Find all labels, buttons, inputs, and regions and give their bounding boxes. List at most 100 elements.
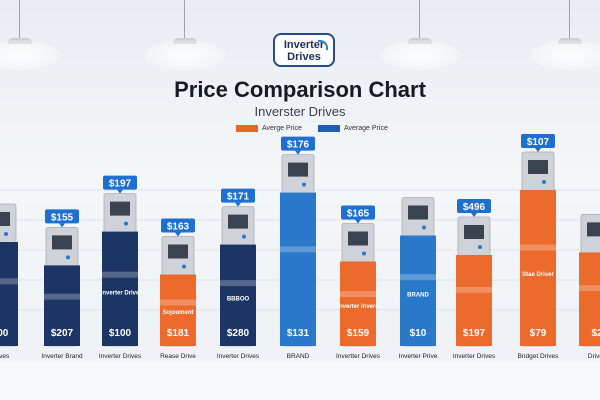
price-tag-pointer: [535, 148, 541, 152]
bar: [520, 190, 556, 346]
bar: [579, 252, 600, 346]
ceiling-lamp-3: [380, 0, 460, 70]
bar-value-label: $2: [591, 328, 600, 339]
price-tag-pointer: [175, 232, 181, 237]
bar-sub-label: BRAND: [407, 292, 429, 298]
logo-arc-icon: [318, 40, 328, 50]
category-label: Rease Drive: [160, 353, 196, 360]
price-tag-pointer: [471, 213, 477, 217]
drive-panel: [288, 162, 308, 177]
bar-value-label: $131: [287, 328, 310, 339]
ceiling-lamp-2: [145, 0, 225, 70]
bar-sub-label: Stae Driver: [522, 272, 554, 278]
drive-indicator: [362, 251, 366, 256]
bar-band: [280, 246, 316, 253]
price-tag-label: $165: [347, 209, 370, 220]
price-tag-label: $163: [167, 222, 190, 233]
drive-indicator: [242, 234, 246, 239]
bar-band: [44, 293, 80, 300]
bar-band: [520, 244, 556, 251]
bar-band: [400, 274, 436, 281]
category-label: Drives: [0, 353, 10, 360]
category-label: Inverter Drives: [453, 353, 496, 360]
chart-title: Price Comparison Chart: [174, 77, 426, 102]
drive-panel: [0, 212, 10, 226]
bar-band: [579, 285, 600, 292]
price-tag: [161, 218, 195, 233]
bar: [340, 261, 376, 346]
drive-indicator: [422, 225, 426, 230]
legend-item-2: Average Price: [318, 125, 388, 132]
bar: [102, 231, 138, 346]
drive-indicator: [182, 264, 186, 269]
logo-text: Inverter Drives: [283, 39, 325, 63]
category-label: Bndget Drives: [518, 353, 560, 360]
bar-sub-label: Sojoument: [163, 310, 194, 316]
bar-sub-label: BBBOO: [227, 296, 250, 302]
price-tag: [341, 205, 375, 220]
drive-panel: [587, 222, 600, 237]
price-tag-pointer: [295, 150, 301, 155]
bar-band: [220, 280, 256, 287]
bar: [400, 235, 436, 346]
drive-indicator: [4, 232, 8, 236]
bar-value-label: $159: [347, 328, 370, 339]
chart-subtitle: Inverster Drives: [254, 104, 346, 119]
bar-value-label: $280: [227, 328, 250, 339]
bar-sub-label: Inverter Invers: [337, 304, 379, 310]
bar-band: [160, 299, 196, 306]
category-label: Drives: [588, 353, 600, 360]
price-tag-pointer: [59, 223, 65, 228]
drive-panel: [408, 205, 428, 220]
bar-value-label: 200: [0, 328, 9, 339]
price-tag-pointer: [355, 219, 361, 224]
drive-indicator: [542, 180, 546, 184]
price-tag: [457, 199, 491, 213]
bar: [280, 192, 316, 346]
legend-label-2: Average Price: [344, 125, 388, 132]
category-label: Inverter Drives: [217, 353, 260, 360]
bar-value-label: $207: [51, 328, 74, 339]
bar-band: [456, 286, 492, 293]
drive-indicator: [302, 182, 306, 187]
drive-panel: [348, 231, 368, 246]
legend-item-1: Averge Price: [236, 125, 302, 132]
price-tag: [521, 134, 555, 148]
drive-indicator: [124, 221, 128, 226]
drive-indicator: [478, 245, 482, 249]
price-tag-label: $496: [463, 202, 486, 213]
bar-band: [0, 278, 18, 285]
bar-value-label: $79: [530, 328, 547, 339]
brand-logo: Inverter Drives: [273, 33, 335, 67]
bar-value-label: $10: [410, 328, 427, 339]
category-label: Invertter Drives: [336, 353, 381, 360]
price-tag: [45, 209, 79, 224]
bar: [0, 242, 18, 346]
bar-band: [102, 271, 138, 278]
category-label: Inverter Brand: [41, 353, 83, 360]
bar-value-label: $197: [463, 328, 486, 339]
price-tag-pointer: [235, 202, 241, 207]
price-tag-pointer: [117, 189, 123, 194]
bar: [220, 244, 256, 346]
drive-panel: [228, 214, 248, 229]
bar: [160, 274, 196, 346]
bar: [44, 265, 80, 346]
drive-panel: [110, 201, 130, 216]
ceiling-lamp-4: [530, 0, 600, 70]
price-tag-label: $171: [227, 192, 250, 203]
bar-sub-label: Inverter Drive: [101, 291, 140, 297]
legend-swatch-orange: [236, 125, 258, 132]
bar-value-label: $100: [109, 328, 132, 339]
floor-band: [0, 362, 600, 400]
category-label: Inverter Drives: [99, 353, 142, 360]
drive-panel: [52, 235, 72, 250]
price-tag-label: $176: [287, 140, 310, 151]
bar: [456, 255, 492, 346]
price-tag: [103, 175, 137, 190]
price-tag-label: $107: [527, 137, 550, 148]
bar-band: [340, 291, 376, 298]
bar-value-label: $181: [167, 328, 190, 339]
drive-panel: [168, 244, 188, 259]
